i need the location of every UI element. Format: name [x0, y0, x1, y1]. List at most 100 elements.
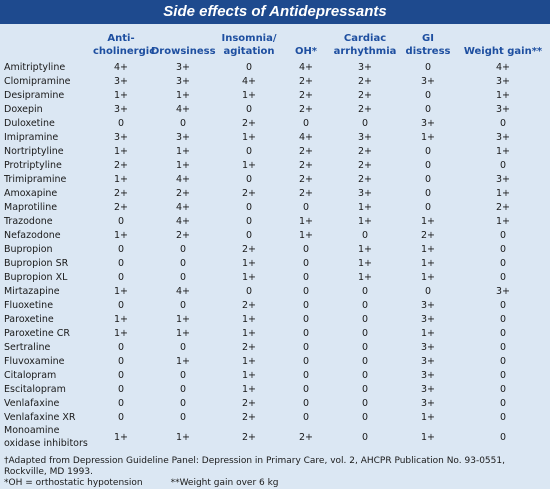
rating-cell: 1+: [241, 131, 256, 143]
rating-cell: 2+: [298, 431, 313, 443]
rating-cell: 0: [361, 327, 369, 339]
drug-name: Amoxapine: [4, 187, 58, 199]
rating-cell: 2+: [175, 229, 190, 241]
oh-note: *OH = orthostatic hypotension: [4, 478, 143, 488]
rating-cell: 0: [302, 271, 310, 283]
table-row: Citalopram 0 0 1+ 0 0 3+ 0: [0, 368, 550, 382]
drug-name: Doxepin: [4, 103, 43, 115]
table-row: Bupropion XL 0 0 1+ 0 1+ 1+ 0: [0, 270, 550, 284]
drug-name: Bupropion XL: [4, 271, 68, 283]
rating-cell: 0: [499, 159, 507, 171]
rating-cell: 0: [302, 299, 310, 311]
rating-cell: 0: [499, 383, 507, 395]
rating-cell: 0: [117, 257, 125, 269]
rating-cell: 3+: [420, 75, 435, 87]
rating-cell: 1+: [298, 215, 313, 227]
rating-cell: 1+: [113, 145, 128, 157]
rating-cell: 1+: [420, 431, 435, 443]
drug-name: Escitalopram: [4, 383, 66, 395]
drug-name: Fluoxetine: [4, 299, 54, 311]
drug-name: Fluvoxamine: [4, 355, 65, 367]
rating-cell: 0: [179, 243, 187, 255]
rating-cell: 1+: [420, 215, 435, 227]
rating-cell: 1+: [241, 327, 256, 339]
drug-name: Paroxetine CR: [4, 327, 70, 339]
rating-cell: 0: [499, 341, 507, 353]
drug-name: Imipramine: [4, 131, 59, 143]
rating-cell: 1+: [420, 257, 435, 269]
rating-cell: 2+: [298, 145, 313, 157]
rating-cell: 1+: [113, 431, 128, 443]
rating-cell: 1+: [175, 431, 190, 443]
rating-cell: 2+: [241, 341, 256, 353]
rating-cell: 1+: [495, 215, 510, 227]
drug-name: Maprotiline: [4, 201, 58, 213]
drug-name: Protriptyline: [4, 159, 62, 171]
rating-cell: 1+: [357, 257, 372, 269]
table-row: Desipramine 1+ 1+ 1+ 2+ 2+ 0 1+: [0, 88, 550, 102]
rating-cell: 1+: [241, 257, 256, 269]
rating-cell: 3+: [420, 341, 435, 353]
rating-cell: 1+: [113, 313, 128, 325]
rating-cell: 3+: [495, 173, 510, 185]
rating-cell: 1+: [241, 159, 256, 171]
table-row: Fluoxetine 0 0 2+ 0 0 3+ 0: [0, 298, 550, 312]
rating-cell: 1+: [357, 271, 372, 283]
rating-cell: 3+: [113, 103, 128, 115]
rating-cell: 0: [117, 411, 125, 423]
rating-cell: 2+: [298, 75, 313, 87]
table-row: Amitriptyline 4+ 3+ 0 4+ 3+ 0 4+: [0, 60, 550, 74]
rating-cell: 3+: [495, 75, 510, 87]
drug-name: Desipramine: [4, 89, 65, 101]
rating-cell: 3+: [420, 355, 435, 367]
rating-cell: 4+: [175, 173, 190, 185]
rating-cell: 2+: [298, 159, 313, 171]
rating-cell: 2+: [113, 201, 128, 213]
rating-cell: 0: [245, 201, 253, 213]
rating-cell: 0: [424, 285, 432, 297]
column-header: Drowsiness: [151, 46, 216, 57]
rating-cell: 1+: [175, 327, 190, 339]
rating-cell: 0: [117, 397, 125, 409]
rating-cell: 3+: [175, 131, 190, 143]
rating-cell: 0: [117, 271, 125, 283]
rating-cell: 1+: [113, 327, 128, 339]
rating-cell: 0: [361, 313, 369, 325]
rating-cell: 4+: [495, 61, 510, 73]
rating-cell: 3+: [357, 187, 372, 199]
rating-cell: 2+: [298, 173, 313, 185]
rating-cell: 3+: [495, 103, 510, 115]
rating-cell: 1+: [113, 229, 128, 241]
rating-cell: 0: [302, 411, 310, 423]
table-row: Fluvoxamine 0 1+ 1+ 0 0 3+ 0: [0, 354, 550, 368]
rating-cell: 0: [302, 117, 310, 129]
rating-cell: 2+: [420, 229, 435, 241]
rating-cell: 3+: [357, 61, 372, 73]
rating-cell: 0: [179, 117, 187, 129]
rating-cell: 0: [499, 229, 507, 241]
rating-cell: 3+: [420, 383, 435, 395]
table-row: Mirtazapine 1+ 4+ 0 0 0 0 3+: [0, 284, 550, 298]
rating-cell: 2+: [113, 187, 128, 199]
rating-cell: 2+: [298, 89, 313, 101]
rating-cell: 0: [424, 145, 432, 157]
rating-cell: 0: [424, 103, 432, 115]
table-row: Venlafaxine 0 0 2+ 0 0 3+ 0: [0, 396, 550, 410]
weight-note: **Weight gain over 6 kg: [170, 478, 279, 488]
rating-cell: 3+: [113, 131, 128, 143]
rating-cell: 1+: [420, 271, 435, 283]
rating-cell: 0: [245, 229, 253, 241]
rating-cell: 1+: [241, 313, 256, 325]
rating-cell: 0: [499, 431, 507, 443]
rating-cell: 1+: [241, 355, 256, 367]
rating-cell: 2+: [357, 103, 372, 115]
column-header: Cardiac arrhythmia: [333, 33, 397, 57]
rating-cell: 1+: [175, 355, 190, 367]
drug-name: Citalopram: [4, 369, 57, 381]
table-row: Escitalopram 0 0 1+ 0 0 3+ 0: [0, 382, 550, 396]
rating-cell: 2+: [298, 103, 313, 115]
rating-cell: 0: [499, 299, 507, 311]
rating-cell: 0: [361, 383, 369, 395]
rating-cell: 1+: [495, 89, 510, 101]
